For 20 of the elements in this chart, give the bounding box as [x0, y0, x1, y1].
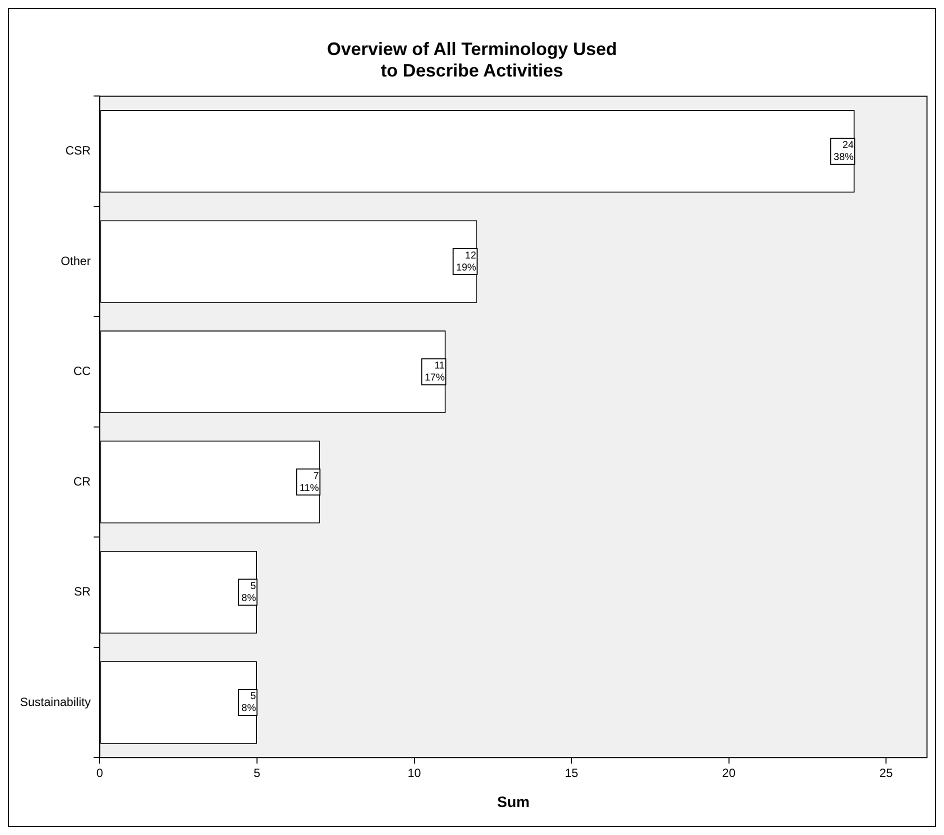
- data-label: 11 17%: [424, 360, 446, 384]
- x-tick-label: 0: [96, 766, 104, 780]
- x-tick-label: 20: [722, 766, 736, 780]
- data-label: 12 19%: [456, 250, 477, 274]
- y-tick-label: Sustainability: [20, 694, 91, 709]
- x-tick-label: 25: [879, 766, 894, 780]
- y-tick-label: SR: [74, 584, 92, 599]
- data-label: 24 38%: [834, 140, 854, 164]
- y-tick-label: CC: [73, 364, 92, 378]
- y-tick-label: CR: [73, 474, 92, 488]
- y-tick-label: CSR: [65, 144, 92, 158]
- data-label: 7 11%: [300, 470, 320, 494]
- y-tick-label: Other: [60, 254, 91, 268]
- x-tick-label: 5: [254, 766, 261, 780]
- chart-title: Overview of All Terminology Used to Describe Activities: [326, 38, 618, 80]
- x-tick-label: 10: [408, 766, 422, 780]
- data-label: 5 8%: [242, 581, 256, 604]
- data-label: 5 8%: [242, 691, 256, 714]
- x-axis-title: Sum: [497, 794, 530, 812]
- x-tick-label: 15: [564, 766, 579, 780]
